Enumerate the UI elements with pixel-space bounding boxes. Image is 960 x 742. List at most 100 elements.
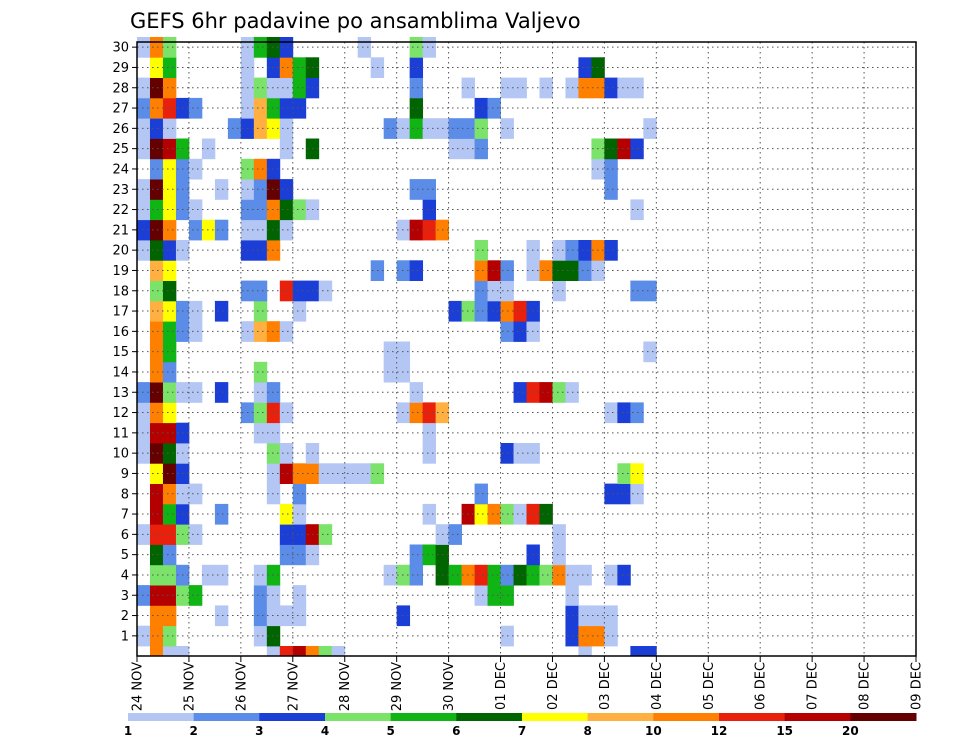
- heatmap-cell: [292, 503, 307, 525]
- heatmap-cell: [487, 280, 501, 302]
- heatmap-cell: [162, 503, 177, 525]
- colorbar-swatch: [784, 713, 851, 721]
- heatmap-cell: [201, 219, 216, 241]
- heatmap-cell: [149, 382, 164, 403]
- y-axis: 1234567891011121314151617181920212223242…: [112, 41, 137, 644]
- y-tick-label: 16: [112, 325, 129, 340]
- heatmap-cell: [266, 443, 281, 464]
- heatmap-cell: [409, 564, 424, 586]
- heatmap-cell: [149, 240, 164, 261]
- heatmap-cell: [409, 544, 424, 566]
- heatmap-cell: [422, 118, 437, 139]
- heatmap-cell: [279, 544, 294, 566]
- heatmap-cell: [137, 422, 151, 444]
- colorbar-label: 8: [583, 724, 591, 738]
- heatmap-cell: [149, 361, 164, 383]
- heatmap-cell: [604, 625, 618, 647]
- y-tick-label: 1: [121, 629, 129, 644]
- heatmap-cell: [357, 37, 372, 58]
- heatmap-cell: [279, 503, 294, 525]
- heatmap-cell: [474, 300, 488, 322]
- x-tick-label: 27 NOV: [286, 662, 301, 711]
- heatmap-cell: [149, 37, 164, 58]
- heatmap-cell: [253, 585, 268, 606]
- heatmap-cell: [162, 280, 177, 302]
- colorbar-swatch: [259, 713, 326, 721]
- x-tick-label: 29 NOV: [390, 662, 405, 711]
- heatmap-cell: [357, 463, 372, 484]
- y-tick-label: 27: [112, 102, 129, 117]
- heatmap-cell: [162, 138, 177, 160]
- y-tick-label: 13: [112, 386, 129, 401]
- heatmap-cell: [292, 199, 307, 221]
- heatmap-cell: [162, 564, 177, 586]
- colorbar-label: 2: [189, 724, 197, 738]
- heatmap-cell: [149, 280, 164, 302]
- heatmap-cell: [513, 77, 527, 99]
- heatmap-cell: [162, 300, 177, 322]
- heatmap-cell: [253, 37, 268, 58]
- heatmap-cell: [474, 97, 488, 119]
- heatmap-cell: [149, 260, 164, 281]
- heatmap-cell: [643, 646, 657, 657]
- heatmap-cell: [162, 179, 177, 200]
- heatmap-cell: [162, 422, 177, 444]
- heatmap-cell: [604, 138, 618, 160]
- y-tick-label: 10: [112, 447, 129, 462]
- heatmap-cell: [279, 179, 294, 200]
- heatmap-cell: [474, 240, 488, 261]
- heatmap-cell: [201, 138, 216, 160]
- heatmap-cell: [279, 524, 294, 545]
- heatmap-cell: [279, 219, 294, 241]
- y-tick-label: 26: [112, 122, 129, 137]
- heatmap-cell: [137, 443, 151, 464]
- heatmap-cell: [292, 280, 307, 302]
- heatmap-cell: [188, 382, 203, 403]
- heatmap-cell: [266, 219, 281, 241]
- heatmap-cell: [422, 503, 437, 525]
- colorbar-label: 3: [255, 724, 263, 738]
- heatmap-cell: [137, 199, 151, 221]
- x-tick-label: 01 DEC: [494, 662, 509, 710]
- heatmap-cell: [149, 605, 164, 627]
- heatmap-cell: [513, 503, 527, 525]
- heatmap-cell: [253, 179, 268, 200]
- heatmap-cell: [617, 483, 631, 505]
- heatmap-cell: [149, 402, 164, 424]
- heatmap-cell: [578, 57, 592, 78]
- heatmap-cell: [227, 118, 242, 139]
- heatmap-cell: [422, 199, 437, 221]
- heatmap-cell: [409, 118, 424, 139]
- heatmap-cell: [422, 443, 437, 464]
- heatmap-cell: [318, 280, 333, 302]
- heatmap-cell: [266, 564, 281, 586]
- heatmap-cell: [149, 158, 164, 180]
- heatmap-cell: [552, 260, 566, 281]
- heatmap-cell: [279, 321, 294, 342]
- heatmap-cell: [292, 77, 307, 99]
- heatmap-cell: [539, 503, 553, 525]
- heatmap-cell: [383, 341, 398, 363]
- heatmap-cell: [137, 219, 151, 241]
- heatmap-cell: [318, 646, 333, 657]
- y-tick-label: 18: [112, 284, 129, 299]
- heatmap-cell: [188, 219, 203, 241]
- heatmap-cell: [513, 564, 527, 586]
- heatmap-cell: [149, 77, 164, 99]
- heatmap-cell: [474, 260, 488, 281]
- heatmap-cell: [604, 605, 618, 627]
- x-tick-label: 26 NOV: [234, 662, 249, 711]
- y-tick-label: 15: [112, 345, 129, 360]
- heatmap-cell: [266, 321, 281, 342]
- heatmap-cell: [279, 463, 294, 484]
- heatmap-cell: [266, 199, 281, 221]
- x-tick-label: 24 NOV: [131, 662, 146, 711]
- heatmap-cell: [448, 564, 462, 586]
- heatmap-cell: [253, 625, 268, 647]
- heatmap-cell: [487, 97, 501, 119]
- heatmap-cell: [474, 280, 488, 302]
- y-tick-label: 7: [121, 508, 129, 523]
- heatmap-cell: [253, 361, 268, 383]
- heatmap-cell: [162, 443, 177, 464]
